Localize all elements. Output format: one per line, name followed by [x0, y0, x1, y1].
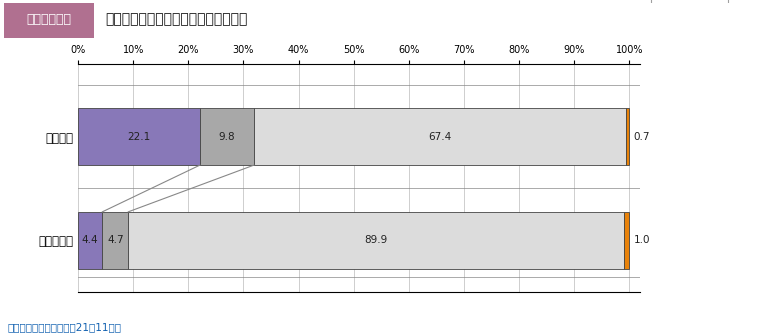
FancyBboxPatch shape [4, 3, 94, 38]
Text: 22.1: 22.1 [127, 131, 151, 141]
Bar [200, 108, 254, 165]
FancyBboxPatch shape [95, 3, 775, 38]
Text: 9.8: 9.8 [219, 131, 235, 141]
Text: 89.9: 89.9 [365, 236, 387, 245]
Text: 67.4: 67.4 [428, 131, 451, 141]
Bar [78, 108, 200, 165]
Text: 図３－５－４: 図３－５－４ [26, 13, 71, 26]
Bar [626, 108, 629, 165]
Legend: 公表している, 現在検討中, 公表していない, 無回答: 公表している, 現在検討中, 公表していない, 無回答 [651, 0, 729, 26]
Text: 1.0: 1.0 [634, 236, 651, 245]
Bar [624, 212, 629, 269]
Text: 4.4: 4.4 [82, 236, 98, 245]
Text: 0.7: 0.7 [634, 131, 651, 141]
Text: 資料：内閣府調べ（平成21年11月）: 資料：内閣府調べ（平成21年11月） [8, 323, 122, 333]
Text: 防災・事業継続の取組の公表について: 防災・事業継続の取組の公表について [105, 12, 248, 26]
Bar [102, 212, 128, 269]
Bar [78, 212, 102, 269]
Bar [128, 212, 624, 269]
Text: 4.7: 4.7 [107, 236, 123, 245]
Bar [254, 108, 626, 165]
